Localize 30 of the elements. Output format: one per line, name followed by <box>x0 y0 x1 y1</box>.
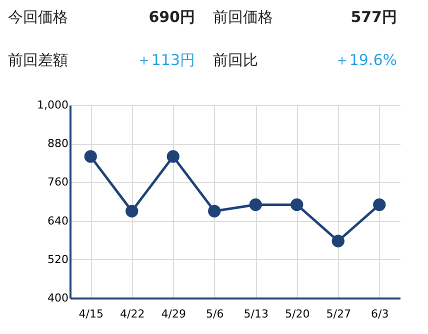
text: 今回価格 <box>8 8 68 26</box>
text: ＋113円 <box>136 51 195 69</box>
point <box>166 150 180 163</box>
point <box>373 198 386 212</box>
y-tick-label: 880 <box>48 137 68 150</box>
point <box>126 204 138 218</box>
x-tick-label: 4/15 <box>78 308 104 320</box>
text: 前回差額 <box>8 51 68 69</box>
x-tick-label: 4/22 <box>120 308 145 320</box>
point <box>290 198 304 212</box>
point <box>249 198 262 212</box>
point <box>84 150 97 163</box>
x-tick-label: 5/13 <box>244 308 268 320</box>
x-tick-label: 6/3 <box>371 308 389 320</box>
y-tick-label: 1,000 <box>37 98 68 112</box>
text: 前回価格 <box>213 8 273 26</box>
text: 577円 <box>350 8 397 26</box>
text: ＋19.6% <box>334 51 397 69</box>
x-tick-label: 5/6 <box>206 308 224 320</box>
x-tick-label: 5/27 <box>326 308 351 320</box>
y-tick-label: 520 <box>48 252 68 266</box>
point <box>208 204 221 218</box>
y-tick-label: 760 <box>48 176 68 189</box>
text: 690円 <box>148 8 195 26</box>
text: 前回比 <box>213 51 258 69</box>
y-tick-label: 640 <box>48 214 68 228</box>
x-tick-label: 5/20 <box>285 308 310 320</box>
point <box>332 234 344 248</box>
x-tick-label: 4/29 <box>161 308 186 320</box>
y-tick-label: 400 <box>48 292 68 304</box>
